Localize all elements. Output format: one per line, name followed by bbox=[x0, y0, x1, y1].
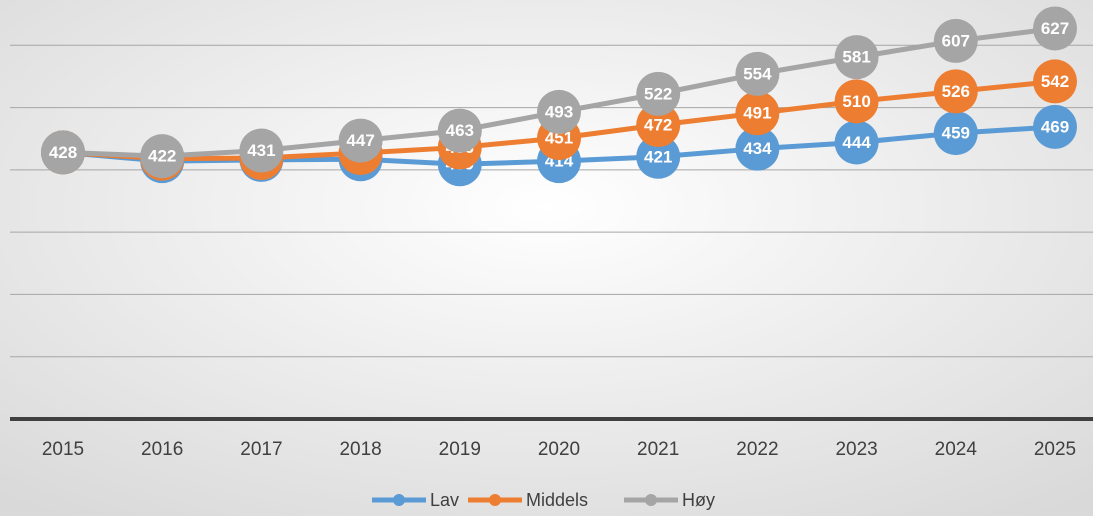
legend-marker bbox=[645, 494, 657, 506]
data-label: 491 bbox=[743, 104, 771, 123]
data-point bbox=[834, 79, 879, 124]
data-label: 444 bbox=[842, 133, 871, 152]
legend-marker bbox=[489, 494, 501, 506]
x-tick-label: 2023 bbox=[835, 439, 877, 460]
data-point bbox=[834, 120, 879, 165]
data-point bbox=[338, 118, 383, 163]
data-point bbox=[239, 128, 284, 173]
data-point bbox=[735, 51, 780, 96]
legend-label: Lav bbox=[430, 490, 459, 510]
legend-label: Middels bbox=[526, 490, 588, 510]
data-point bbox=[933, 69, 978, 114]
data-label: 421 bbox=[644, 147, 672, 166]
data-label: 451 bbox=[545, 129, 573, 148]
data-label: 542 bbox=[1041, 72, 1069, 91]
x-tick-label: 2021 bbox=[637, 439, 679, 460]
x-tick-label: 2016 bbox=[141, 439, 183, 460]
data-point bbox=[1033, 59, 1077, 104]
data-point bbox=[636, 71, 681, 116]
data-point bbox=[933, 18, 978, 63]
data-label: 581 bbox=[842, 48, 870, 67]
data-label: 526 bbox=[942, 82, 970, 101]
data-label: 522 bbox=[644, 84, 672, 103]
data-label: 463 bbox=[446, 121, 474, 140]
data-point bbox=[1033, 6, 1077, 51]
data-point bbox=[636, 103, 681, 148]
data-label: 510 bbox=[842, 92, 870, 111]
legend-marker bbox=[393, 494, 405, 506]
data-label: 434 bbox=[743, 139, 772, 158]
x-tick-label: 2024 bbox=[935, 439, 978, 460]
x-tick-label: 2020 bbox=[538, 439, 580, 460]
data-label: 447 bbox=[346, 131, 374, 150]
data-label: 469 bbox=[1041, 117, 1069, 136]
data-point bbox=[933, 111, 978, 156]
data-label: 493 bbox=[545, 102, 573, 121]
data-label: 472 bbox=[644, 115, 672, 134]
data-point bbox=[735, 91, 780, 136]
x-tick-label: 2019 bbox=[439, 439, 481, 460]
data-label: 428 bbox=[49, 143, 77, 162]
data-label: 459 bbox=[942, 124, 970, 143]
data-point bbox=[140, 134, 185, 179]
data-point bbox=[437, 108, 482, 153]
data-point bbox=[537, 89, 581, 134]
data-label: 431 bbox=[247, 141, 275, 160]
data-label: 554 bbox=[743, 64, 772, 83]
x-tick-label: 2017 bbox=[240, 439, 282, 460]
data-point bbox=[735, 126, 780, 171]
data-point bbox=[41, 130, 85, 175]
x-tick-label: 2018 bbox=[339, 439, 381, 460]
data-label: 627 bbox=[1041, 19, 1069, 38]
x-tick-label: 2025 bbox=[1034, 439, 1076, 460]
data-label: 422 bbox=[148, 147, 176, 166]
data-label: 607 bbox=[942, 31, 970, 50]
x-tick-label: 2015 bbox=[42, 439, 84, 460]
data-point bbox=[1033, 104, 1077, 149]
data-point bbox=[834, 35, 879, 80]
x-tick-label: 2022 bbox=[736, 439, 778, 460]
data-point bbox=[636, 134, 681, 179]
legend-label: Høy bbox=[682, 490, 715, 510]
